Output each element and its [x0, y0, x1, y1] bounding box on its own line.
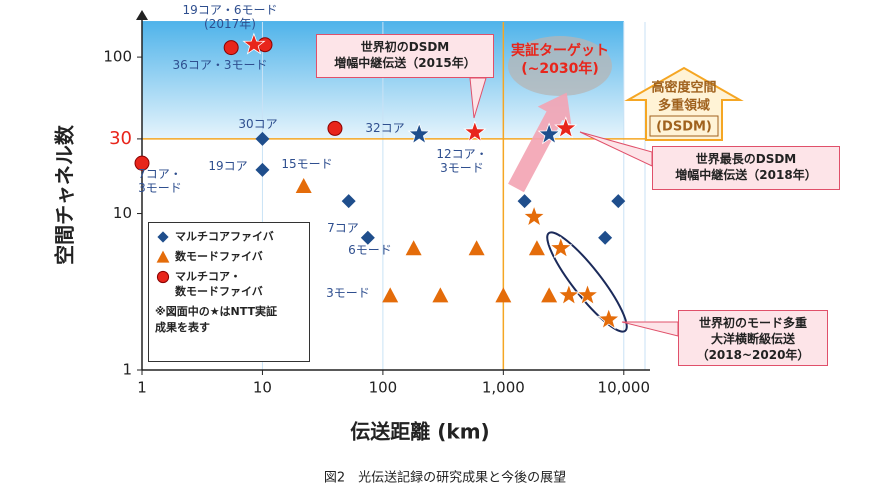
point-label: 3モード: [326, 286, 370, 300]
y-tick-label: 100: [103, 48, 132, 66]
triangle-marker: [468, 240, 485, 256]
x-tick-label: 10: [253, 379, 272, 397]
target-arrow: [508, 92, 572, 193]
point-label: 12コア・ 3モード: [436, 147, 488, 175]
diamond-marker: [341, 194, 356, 209]
callout: 世界最長のDSDM 増幅中継伝送（2018年）: [652, 146, 840, 190]
y-tick-label: 30: [109, 128, 132, 149]
diamond-marker: [157, 231, 169, 243]
star-marker: [522, 204, 546, 227]
legend-marker: [156, 250, 170, 263]
region-label: (DSDM): [656, 120, 712, 135]
diamond-marker: [598, 230, 613, 245]
callout-pointer: [621, 321, 679, 337]
circle-marker: [223, 40, 239, 56]
dsdm-arrow: [624, 66, 744, 141]
star-marker: [597, 307, 621, 330]
triangle-marker: [495, 287, 512, 303]
point-label: 36コア・3モード: [172, 58, 268, 72]
callout: 世界初のDSDM 増幅中継伝送（2015年）: [316, 34, 494, 78]
diamond-marker: [255, 131, 270, 146]
point-label: 19コア: [208, 159, 248, 173]
group-ellipse: [546, 231, 628, 333]
legend-note: ※図面中の★はNTT実証 成果を表す: [155, 305, 278, 334]
star-marker: [549, 236, 573, 259]
diamond-marker: [255, 162, 270, 177]
region-label: 高密度空間: [651, 80, 716, 96]
triangle-marker: [405, 240, 422, 256]
x-tick-label: 1,000: [482, 379, 525, 397]
triangle-marker: [156, 250, 170, 263]
callout-pointer: [469, 77, 487, 119]
triangle-marker: [432, 287, 449, 303]
legend-label: 数モードファイバ: [175, 250, 263, 263]
triangle-marker: [541, 287, 558, 303]
diamond-marker: [360, 230, 375, 245]
legend-label: マルチコアファイバ: [175, 230, 274, 243]
diamond-marker: [517, 194, 532, 209]
x-tick-label: 10,000: [598, 379, 651, 397]
triangle-marker: [382, 287, 399, 303]
y-axis-arrow: [136, 10, 148, 20]
star-marker: [575, 283, 600, 306]
star-marker: [242, 32, 266, 55]
legend-label: マルチコア・ 数モードファイバ: [175, 270, 263, 298]
region-label: 多重領域: [658, 98, 710, 114]
legend: マルチコアファイバ 数モードファイバマルチコア・ 数モードファイバ ※図面中の★は…: [148, 222, 310, 362]
point-label: 7コア: [327, 221, 359, 235]
target-label: 実証ターゲット (~2030年): [511, 43, 609, 77]
legend-marker: [157, 231, 169, 243]
target-ellipse: [508, 36, 612, 96]
decor: [469, 36, 744, 337]
point-label: 30コア: [238, 117, 278, 131]
legend-item: 数モードファイバ: [155, 249, 303, 264]
point-label: 15モード: [281, 157, 333, 171]
circle-marker: [134, 155, 150, 171]
y-tick-label: 1: [122, 361, 132, 379]
triangle-marker: [528, 240, 545, 256]
point-label: 6モード: [348, 243, 392, 257]
legend-item: マルチコア・ 数モードファイバ: [155, 269, 303, 299]
star-marker: [463, 120, 487, 143]
triangle-marker: [295, 177, 312, 193]
dsdm-box: [649, 115, 719, 137]
legend-marker: [156, 270, 170, 284]
callout: 世界初のモード多重 大洋横断級伝送 （2018~2020年）: [678, 310, 828, 366]
y-tick-label: 10: [113, 204, 132, 222]
point-label: 32コア: [365, 121, 405, 135]
star-marker: [537, 122, 561, 145]
star-marker: [557, 283, 581, 306]
x-tick-label: 1: [137, 379, 147, 397]
star-marker: [554, 116, 578, 139]
x-tick-label: 100: [369, 379, 398, 397]
y-axis-label: 空間チャネル数: [53, 124, 77, 265]
point-label: 19コア・6モード (2017年): [182, 3, 278, 31]
circle-marker: [156, 270, 170, 284]
point-label: 7コア・ 3モード: [138, 167, 182, 195]
legend-item: マルチコアファイバ: [155, 229, 303, 244]
x-axis-label: 伝送距離 (km): [350, 420, 489, 444]
diamond-marker: [611, 194, 626, 209]
circle-marker: [327, 120, 343, 136]
caption: 図2 光伝送記録の研究成果と今後の展望: [324, 470, 566, 486]
star-marker: [407, 122, 431, 145]
